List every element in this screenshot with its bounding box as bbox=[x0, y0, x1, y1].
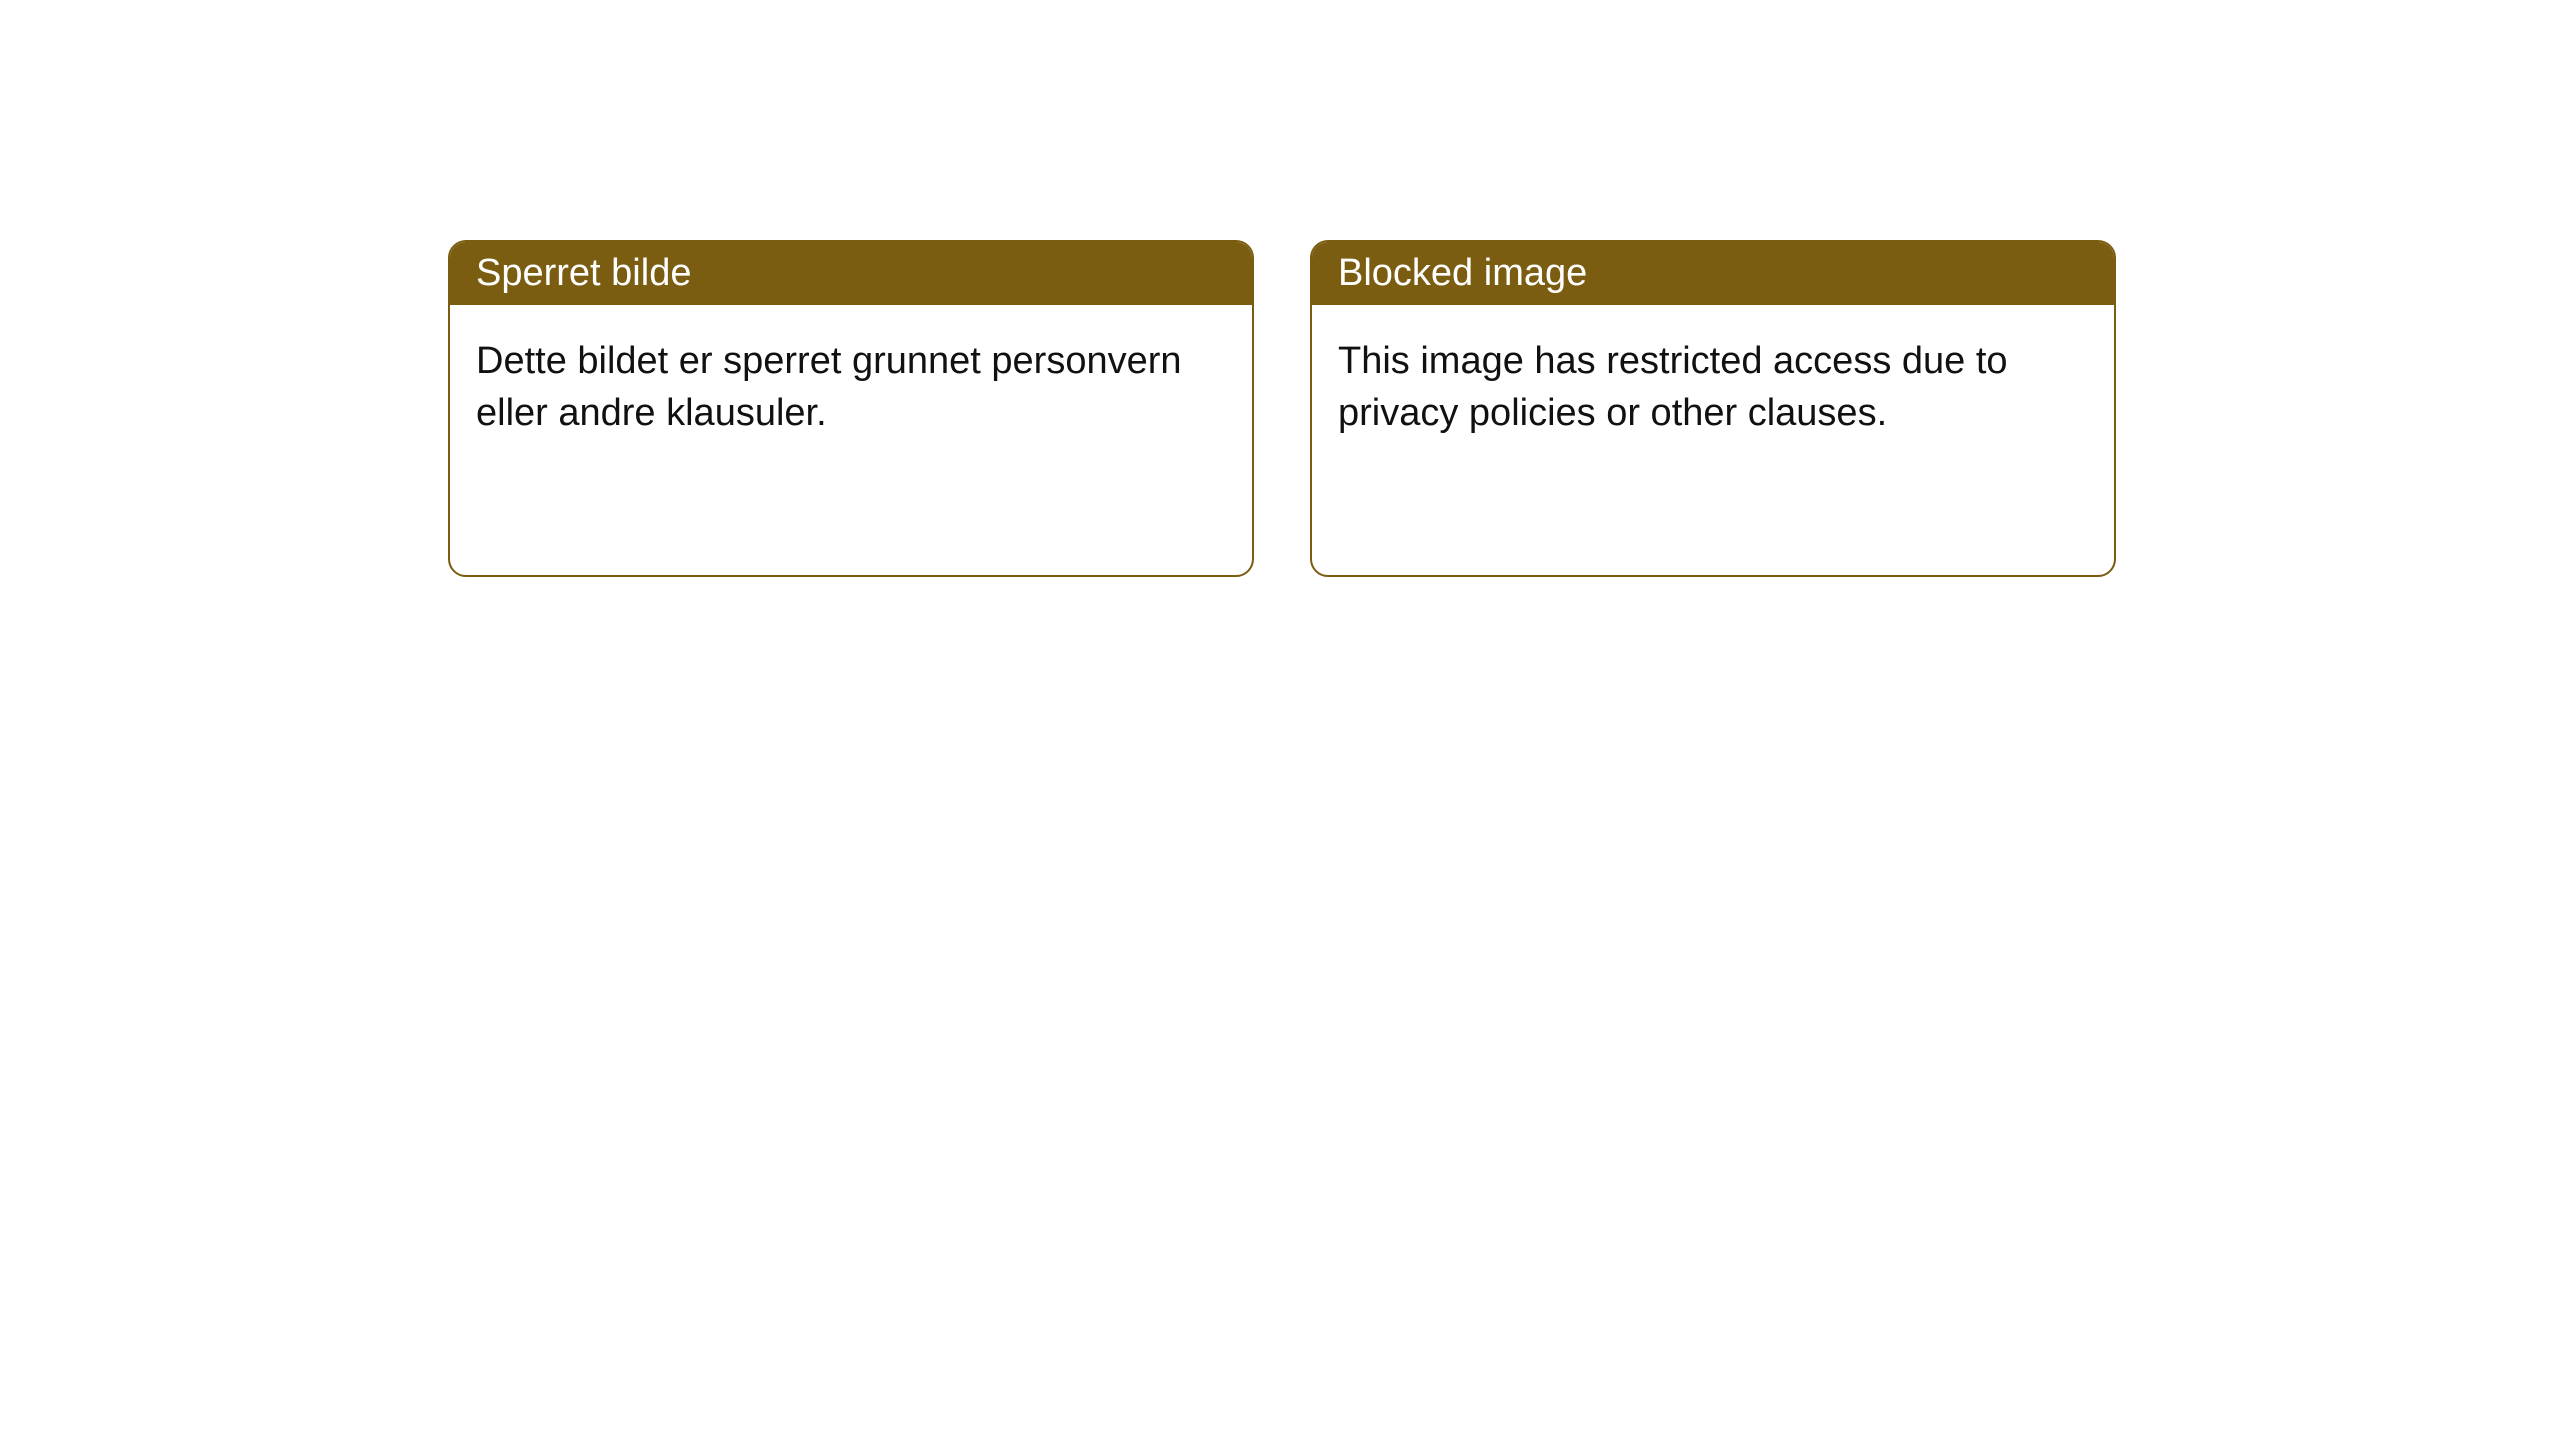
notice-title: Sperret bilde bbox=[450, 242, 1252, 305]
notice-title: Blocked image bbox=[1312, 242, 2114, 305]
notice-container: Sperret bilde Dette bildet er sperret gr… bbox=[0, 0, 2560, 577]
blocked-image-notice-no: Sperret bilde Dette bildet er sperret gr… bbox=[448, 240, 1254, 577]
blocked-image-notice-en: Blocked image This image has restricted … bbox=[1310, 240, 2116, 577]
notice-body: This image has restricted access due to … bbox=[1312, 305, 2114, 575]
notice-body: Dette bildet er sperret grunnet personve… bbox=[450, 305, 1252, 575]
